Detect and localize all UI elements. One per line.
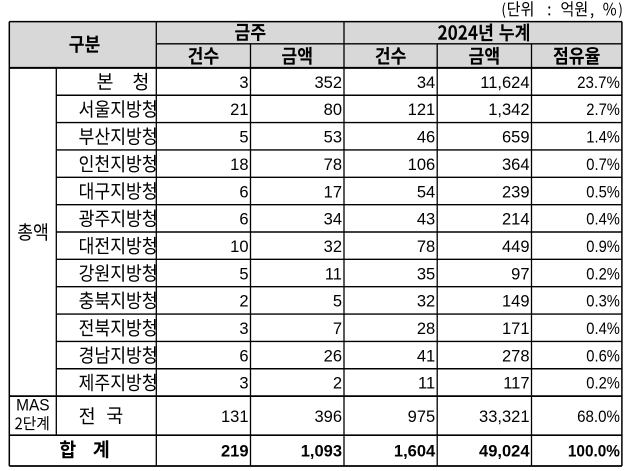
svg-text:34: 34 xyxy=(417,74,435,92)
svg-text:131: 131 xyxy=(221,408,249,426)
svg-text:975: 975 xyxy=(408,408,436,426)
svg-text:32: 32 xyxy=(417,293,435,311)
svg-text:0.4%: 0.4% xyxy=(586,320,620,338)
svg-text:34: 34 xyxy=(324,211,342,229)
svg-text:278: 278 xyxy=(502,347,530,365)
svg-text:33,321: 33,321 xyxy=(479,408,529,426)
svg-text:17: 17 xyxy=(324,183,342,201)
svg-text:43: 43 xyxy=(417,211,435,229)
svg-text:97: 97 xyxy=(511,265,529,283)
svg-text:2: 2 xyxy=(333,375,342,393)
svg-text:121: 121 xyxy=(408,101,436,119)
svg-text:214: 214 xyxy=(502,211,530,229)
svg-text:54: 54 xyxy=(417,183,435,201)
svg-text:49,024: 49,024 xyxy=(479,443,530,461)
svg-text:46: 46 xyxy=(417,129,435,147)
svg-text:11,624: 11,624 xyxy=(480,74,529,92)
svg-text:28: 28 xyxy=(417,320,435,338)
svg-text:449: 449 xyxy=(502,238,530,256)
svg-text:80: 80 xyxy=(324,101,342,119)
svg-text:6: 6 xyxy=(239,347,248,365)
svg-text:149: 149 xyxy=(502,293,530,311)
svg-text:106: 106 xyxy=(408,156,436,174)
svg-text:6: 6 xyxy=(239,211,248,229)
svg-text:0.2%: 0.2% xyxy=(586,375,620,393)
svg-text:11: 11 xyxy=(418,375,435,393)
svg-text:171: 171 xyxy=(502,320,530,338)
svg-text:5: 5 xyxy=(239,129,248,147)
svg-text:21: 21 xyxy=(230,101,248,119)
svg-text:1.4%: 1.4% xyxy=(586,129,620,147)
svg-text:0.7%: 0.7% xyxy=(586,156,620,174)
svg-text:2: 2 xyxy=(239,293,248,311)
svg-text:2.7%: 2.7% xyxy=(586,101,620,119)
svg-text:78: 78 xyxy=(417,238,435,256)
svg-text:6: 6 xyxy=(239,183,248,201)
svg-text:68.0%: 68.0% xyxy=(577,408,620,426)
svg-text:0.2%: 0.2% xyxy=(586,265,620,283)
svg-text:0.4%: 0.4% xyxy=(586,211,620,229)
svg-text:53: 53 xyxy=(324,129,342,147)
svg-text:0.6%: 0.6% xyxy=(586,347,620,365)
svg-text:117: 117 xyxy=(503,375,529,393)
svg-text:100.0%: 100.0% xyxy=(568,443,620,461)
svg-text:659: 659 xyxy=(502,129,530,147)
svg-text:364: 364 xyxy=(502,156,530,174)
svg-text:10: 10 xyxy=(230,238,248,256)
svg-text:1,604: 1,604 xyxy=(394,443,436,461)
svg-text:78: 78 xyxy=(324,156,342,174)
svg-text:1,342: 1,342 xyxy=(488,101,529,119)
svg-text:7: 7 xyxy=(333,320,342,338)
svg-text:219: 219 xyxy=(221,443,249,461)
svg-text:41: 41 xyxy=(417,347,435,365)
svg-text:35: 35 xyxy=(417,265,435,283)
svg-text:239: 239 xyxy=(502,183,530,201)
svg-text:11: 11 xyxy=(325,265,342,283)
svg-text:396: 396 xyxy=(314,408,342,426)
svg-text:5: 5 xyxy=(239,265,248,283)
svg-text:23.7%: 23.7% xyxy=(577,74,620,92)
svg-text:0.5%: 0.5% xyxy=(586,183,620,201)
svg-text:32: 32 xyxy=(324,238,342,256)
svg-text:3: 3 xyxy=(239,375,248,393)
svg-text:26: 26 xyxy=(324,347,342,365)
svg-text:18: 18 xyxy=(230,156,248,174)
svg-text:352: 352 xyxy=(314,74,342,92)
svg-text:MAS: MAS xyxy=(16,397,50,415)
svg-text:5: 5 xyxy=(333,293,342,311)
svg-text:3: 3 xyxy=(239,74,248,92)
svg-text:0.3%: 0.3% xyxy=(586,293,620,311)
svg-text:3: 3 xyxy=(239,320,248,338)
svg-text:1,093: 1,093 xyxy=(301,443,342,461)
svg-text:0.9%: 0.9% xyxy=(586,238,620,256)
